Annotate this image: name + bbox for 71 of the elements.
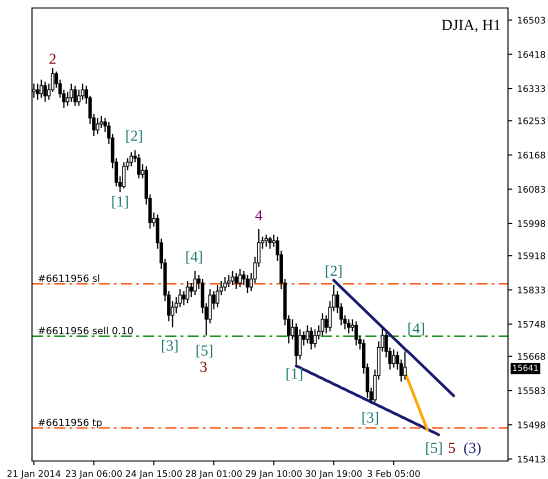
- candlestick: [246, 274, 250, 294]
- annotation: [5]: [196, 344, 212, 358]
- ref-line-label: #6611956 sl: [38, 274, 100, 282]
- annotation: [4]: [186, 251, 202, 264]
- candlestick: [122, 162, 126, 190]
- candlestick: [130, 152, 134, 167]
- candlestick: [186, 280, 190, 304]
- y-tick-label: 15748: [518, 320, 546, 328]
- candlestick: [73, 85, 77, 106]
- y-tick-label: 15833: [518, 286, 546, 294]
- annotation: [1]: [112, 196, 128, 209]
- y-tick-label: 16253: [518, 117, 546, 124]
- annotation: 2: [49, 54, 56, 64]
- candlestick: [36, 83, 40, 100]
- y-tick-label: 15413: [518, 456, 546, 463]
- x-tick-label: 21 Jan 2014: [7, 470, 60, 479]
- candlestick: [234, 272, 238, 290]
- ref-line-label: #6611956 sell 0.10: [38, 326, 133, 334]
- x-tick-label: 24 Jan 15:00: [126, 470, 182, 479]
- annotation: 5: [448, 442, 455, 454]
- annotation: [2]: [326, 265, 342, 278]
- candlestick: [43, 81, 47, 102]
- candlestick: [309, 326, 313, 350]
- y-tick-label: 15498: [518, 421, 546, 428]
- y-tick-label: 15998: [518, 220, 546, 227]
- candlestick: [238, 268, 242, 288]
- text: DJIA, H1: [442, 20, 500, 32]
- candlestick: [313, 328, 317, 348]
- candlestick: [223, 276, 227, 292]
- annotation: [1]: [286, 368, 302, 381]
- annotation: [3]: [362, 412, 378, 425]
- ref-line-label: #6611956 tp: [38, 418, 102, 428]
- x-tick-label: 23 Jan 06:00: [66, 470, 122, 479]
- annotation: [5]: [426, 442, 442, 455]
- candlestick: [306, 324, 310, 344]
- candlestick: [346, 318, 350, 334]
- annotation: 4: [255, 210, 262, 220]
- x-tick-label: 29 Jan 10:00: [246, 470, 302, 479]
- annotation: 3: [200, 362, 207, 372]
- candlestick: [392, 348, 396, 368]
- candlestick: [137, 154, 141, 179]
- candlestick: [403, 350, 407, 380]
- y-tick-label: 15583: [518, 387, 546, 394]
- candlestick: [190, 282, 194, 298]
- candlestick: [354, 320, 358, 346]
- text: 15641: [513, 364, 538, 371]
- candlestick: [227, 274, 231, 288]
- line-series: [332, 278, 456, 398]
- candlestick: [320, 312, 324, 336]
- y-tick-label: 16503: [518, 16, 546, 24]
- candlestick: [182, 290, 186, 306]
- y-tick-label: 16418: [518, 51, 546, 58]
- y-tick-label: 15918: [518, 252, 546, 260]
- candlestick: [70, 83, 74, 102]
- y-tick-label: 15668: [518, 353, 546, 360]
- y-tick-label: 16083: [518, 186, 546, 193]
- x-tick-label: 30 Jan 19:00: [306, 470, 362, 479]
- x-tick-label: 28 Jan 01:00: [186, 470, 242, 479]
- annotation: [2]: [126, 130, 142, 143]
- y-tick-label: 16168: [518, 152, 546, 159]
- y-tick-label: 16333: [518, 85, 546, 92]
- candlestick: [96, 117, 100, 135]
- annotation: [4]: [408, 322, 424, 336]
- candlestick: [264, 234, 268, 248]
- annotation: [3]: [162, 340, 178, 353]
- candlestick: [216, 284, 220, 308]
- candlestick: [230, 270, 234, 286]
- annotation: (3): [464, 442, 481, 456]
- candlestick: [193, 270, 197, 296]
- candlestick: [40, 79, 44, 98]
- x-tick-label: 3 Feb 05:00: [368, 470, 420, 478]
